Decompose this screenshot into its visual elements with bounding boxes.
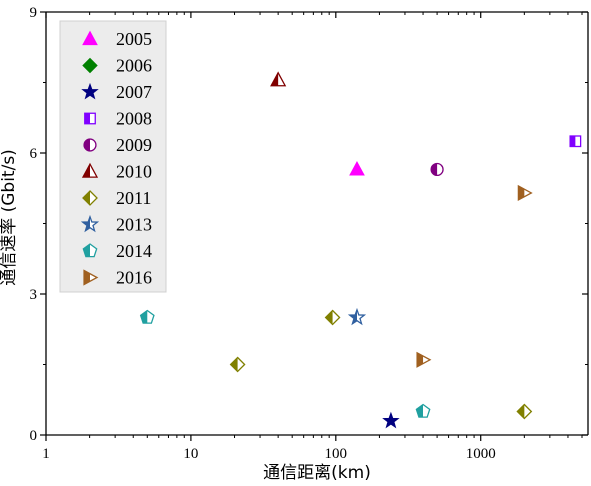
legend-label: 2005 bbox=[116, 29, 152, 49]
data-point-2016 bbox=[416, 351, 432, 368]
legend-label: 2007 bbox=[116, 82, 152, 102]
x-tick-label: 10 bbox=[183, 446, 198, 462]
axes: 1 10 100 1000 0 3 6 9 bbox=[30, 5, 589, 462]
data-point-2011 bbox=[324, 309, 341, 326]
legend-label: 2009 bbox=[116, 135, 152, 155]
data-point-2014 bbox=[139, 309, 155, 324]
x-tick-label: 100 bbox=[325, 446, 348, 462]
data-point-2008 bbox=[569, 135, 582, 148]
y-tick-label: 9 bbox=[30, 5, 38, 21]
legend-label: 2010 bbox=[116, 162, 152, 182]
y-tick-label: 0 bbox=[30, 428, 38, 444]
legend-label: 2016 bbox=[116, 268, 152, 288]
legend-box bbox=[59, 20, 167, 293]
legend-marker-2007 bbox=[81, 82, 99, 100]
legend-marker-2013 bbox=[80, 214, 100, 233]
legend-marker-2006 bbox=[82, 57, 98, 74]
legend-marker-2008 bbox=[84, 112, 96, 125]
legend-marker-2016 bbox=[83, 269, 99, 286]
data-point-2014 bbox=[415, 403, 431, 418]
data-point-2016 bbox=[517, 184, 533, 202]
x-tick-label: 1 bbox=[42, 446, 50, 462]
legend-marker-2005 bbox=[82, 30, 98, 46]
data-point-2011 bbox=[229, 356, 246, 373]
data-point-2013 bbox=[347, 307, 367, 326]
legend-marker-2011 bbox=[82, 190, 98, 206]
legend-label: 2013 bbox=[116, 215, 152, 235]
legend-marker-2010 bbox=[81, 162, 99, 178]
legend-label: 2011 bbox=[116, 188, 151, 208]
data-points bbox=[139, 71, 582, 429]
x-axis-label: 通信距离(km) bbox=[263, 463, 371, 483]
data-point-2007 bbox=[382, 411, 400, 429]
legend-marker-2014 bbox=[82, 243, 98, 258]
y-axis-label: 通信速率 (Gbit/s) bbox=[0, 149, 19, 286]
legend-marker-2009 bbox=[83, 138, 97, 152]
legend-label: 2008 bbox=[116, 109, 152, 129]
legend-label: 2014 bbox=[116, 241, 152, 261]
data-point-2005 bbox=[349, 161, 365, 176]
data-point-2010 bbox=[270, 71, 287, 87]
data-point-2009 bbox=[430, 162, 444, 177]
legend-label: 2006 bbox=[116, 56, 152, 76]
data-point-2011 bbox=[516, 403, 533, 420]
legend: 2005 2006 2007 2008 2009 2010 2011 2013 2014 2016 bbox=[59, 20, 167, 293]
x-tick-label: 1000 bbox=[466, 446, 496, 462]
y-tick-label: 3 bbox=[30, 287, 38, 303]
y-tick-label: 6 bbox=[30, 146, 38, 162]
